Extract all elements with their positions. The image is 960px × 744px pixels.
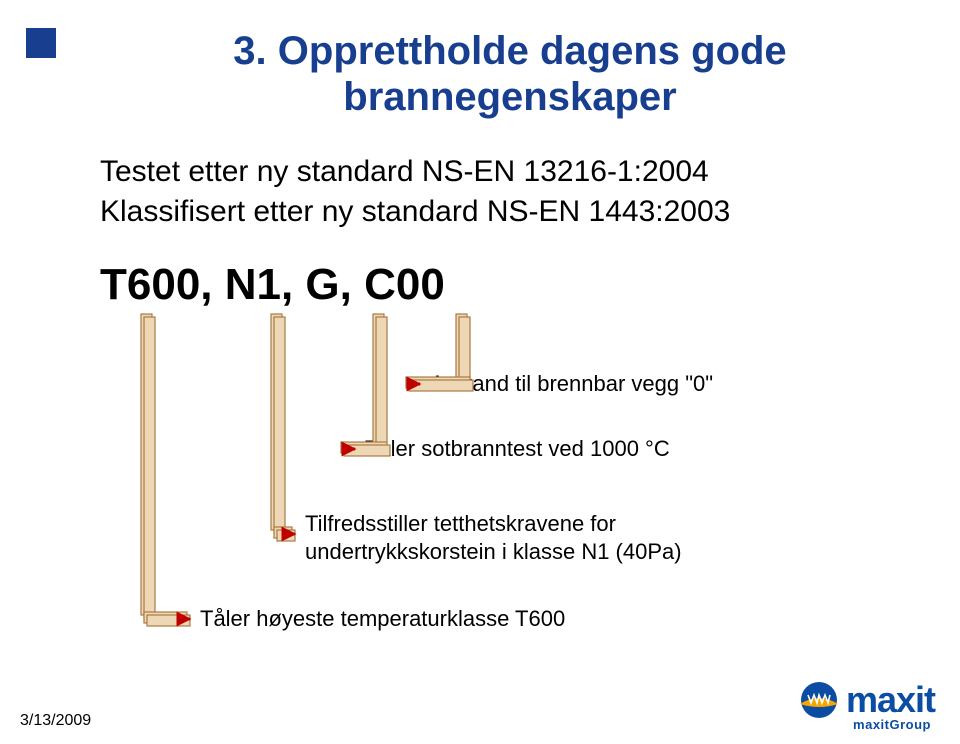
title-bullet [26, 28, 56, 58]
tested-standard-line: Testet etter ny standard NS-EN 13216-1:2… [100, 155, 709, 189]
classified-standard-line: Klassifisert etter ny standard NS-EN 144… [100, 195, 730, 229]
logo-wordmark: maxit [846, 679, 935, 721]
note-temperature: Tåler høyeste temperaturklasse T600 [200, 605, 680, 633]
note-sootfire: Tåler sotbranntest ved 1000 °C [365, 435, 745, 463]
logo-subtext: maxitGroup [853, 717, 931, 732]
page-title: 3. Opprettholde dagens gode brannegenska… [190, 28, 830, 120]
company-logo: maxit maxitGroup [798, 679, 935, 732]
note-tightness: Tilfredsstiller tetthetskravene for unde… [305, 510, 725, 565]
logo-mark-icon [798, 680, 840, 720]
slide-date: 3/13/2009 [20, 712, 91, 730]
classification-code: T600, N1, G, C00 [100, 260, 445, 310]
note-distance: Avstand til brennbar vegg "0" [430, 370, 730, 398]
